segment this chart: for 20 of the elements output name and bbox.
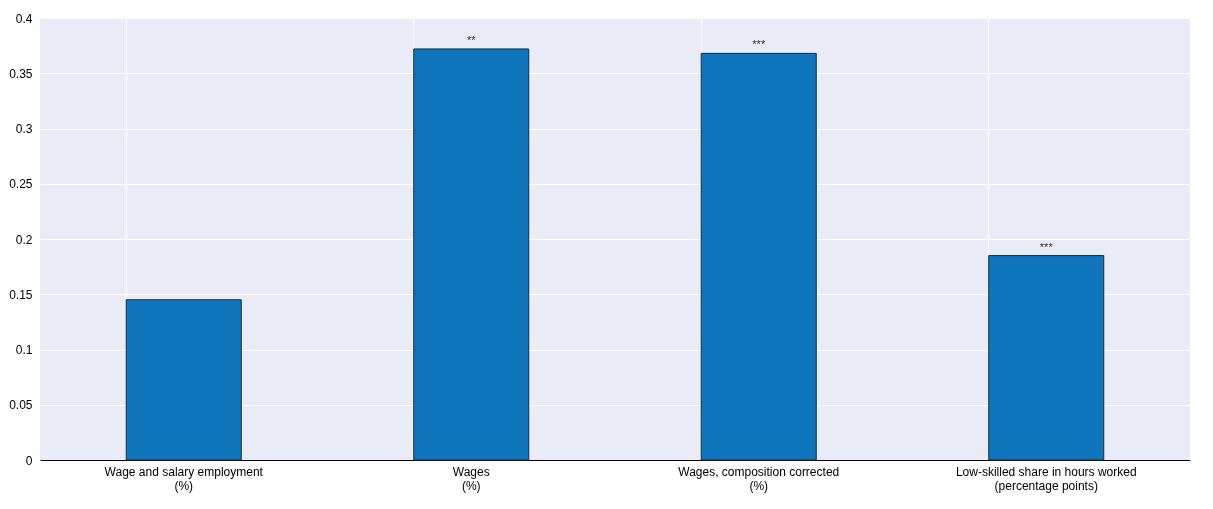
x-tick-label: Wages (%) <box>452 464 490 493</box>
y-tick-label: 0 <box>25 453 33 468</box>
y-tick-label: 0.1 <box>15 343 33 357</box>
annotation: *** <box>1039 240 1054 253</box>
bar <box>413 48 530 461</box>
y-tick-label: 0.25 <box>9 177 33 192</box>
bar <box>700 52 817 461</box>
y-tick-label: 0.05 <box>9 398 33 413</box>
bar <box>988 255 1105 461</box>
y-tick-label: 0.35 <box>9 66 33 81</box>
y-tick-label: 0.15 <box>9 287 33 302</box>
y-tick-label: 0.4 <box>15 11 33 26</box>
bar <box>125 299 242 461</box>
x-tick-label: Low-skilled share in hours worked (percentage points) <box>955 464 1137 493</box>
annotation: *** <box>752 38 766 51</box>
annotation: ** <box>466 33 477 46</box>
y-tick-label: 0.2 <box>15 232 33 247</box>
y-tick-label: 0.3 <box>15 122 33 136</box>
x-tick-label: Wages, composition corrected (%) <box>678 464 840 493</box>
x-tick-label: Wage and salary employment (%) <box>104 464 264 493</box>
